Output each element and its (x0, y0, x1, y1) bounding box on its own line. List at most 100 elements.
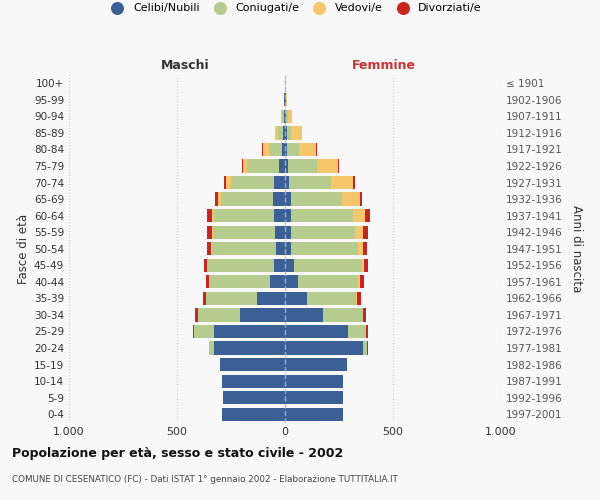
Bar (215, 192, 218, 205)
Bar (278, 160, 285, 172)
Bar (293, 258, 362, 272)
Bar (220, 358, 285, 371)
Bar (285, 292, 307, 305)
Legend: Celibi/Nubili, Coniugati/e, Vedovi/e, Divorziati/e: Celibi/Nubili, Coniugati/e, Vedovi/e, Di… (106, 3, 482, 13)
Bar (257, 292, 285, 305)
Bar (214, 209, 274, 222)
Bar (197, 308, 239, 322)
Bar (317, 160, 338, 172)
Bar (212, 226, 275, 239)
Text: Maschi: Maschi (161, 58, 210, 71)
Bar (275, 226, 285, 239)
Bar (285, 325, 347, 338)
Bar (224, 176, 226, 189)
Bar (195, 308, 197, 322)
Bar (282, 110, 284, 123)
Bar (285, 391, 343, 404)
Bar (194, 325, 214, 338)
Bar (203, 258, 207, 272)
Bar (274, 176, 285, 189)
Bar (363, 242, 367, 256)
Bar (214, 342, 285, 354)
Bar (288, 160, 317, 172)
Bar (275, 126, 278, 140)
Bar (363, 308, 367, 322)
Text: COMUNE DI CESENATICO (FC) - Dati ISTAT 1° gennaio 2002 - Elaborazione TUTTITALIA: COMUNE DI CESENATICO (FC) - Dati ISTAT 1… (12, 475, 398, 484)
Bar (285, 93, 286, 106)
Bar (285, 226, 292, 239)
Bar (242, 160, 243, 172)
Bar (231, 176, 274, 189)
Bar (281, 110, 282, 123)
Bar (285, 126, 287, 140)
Bar (298, 275, 358, 288)
Bar (207, 258, 274, 272)
Bar (357, 292, 361, 305)
Bar (359, 192, 362, 205)
Bar (299, 143, 316, 156)
Bar (347, 325, 366, 338)
Bar (285, 209, 292, 222)
Bar (338, 160, 339, 172)
Bar (285, 408, 343, 421)
Bar (285, 374, 343, 388)
Bar (212, 209, 214, 222)
Bar (316, 143, 317, 156)
Bar (274, 209, 285, 222)
Bar (286, 110, 288, 123)
Bar (287, 143, 299, 156)
Bar (285, 143, 287, 156)
Bar (353, 209, 365, 222)
Bar (203, 292, 206, 305)
Bar (247, 160, 278, 172)
Bar (239, 308, 285, 322)
Bar (285, 176, 289, 189)
Bar (285, 242, 292, 256)
Bar (282, 143, 285, 156)
Bar (285, 308, 323, 322)
Bar (283, 126, 285, 140)
Bar (284, 110, 285, 123)
Bar (285, 110, 286, 123)
Bar (285, 275, 298, 288)
Bar (291, 126, 302, 140)
Bar (353, 176, 355, 189)
Bar (292, 226, 355, 239)
Bar (342, 192, 359, 205)
Bar (286, 93, 287, 106)
Bar (285, 342, 363, 354)
Bar (358, 275, 359, 288)
Bar (289, 176, 331, 189)
Bar (209, 275, 270, 288)
Bar (365, 209, 370, 222)
Bar (288, 110, 292, 123)
Bar (209, 342, 214, 354)
Bar (278, 126, 283, 140)
Bar (363, 226, 368, 239)
Bar (223, 391, 285, 404)
Bar (292, 192, 342, 205)
Bar (223, 374, 285, 388)
Bar (355, 226, 363, 239)
Bar (287, 126, 291, 140)
Bar (214, 325, 285, 338)
Bar (269, 143, 282, 156)
Bar (292, 242, 358, 256)
Bar (273, 192, 285, 205)
Bar (262, 143, 263, 156)
Y-axis label: Fasce di età: Fasce di età (17, 214, 30, 284)
Bar (206, 292, 257, 305)
Bar (285, 192, 292, 205)
Bar (362, 258, 364, 272)
Bar (367, 325, 368, 338)
Bar (243, 160, 247, 172)
Bar (218, 192, 221, 205)
Bar (277, 242, 285, 256)
Text: Femmine: Femmine (352, 58, 416, 71)
Bar (223, 408, 285, 421)
Bar (270, 275, 285, 288)
Bar (274, 258, 285, 272)
Y-axis label: Anni di nascita: Anni di nascita (569, 205, 583, 292)
Bar (331, 176, 353, 189)
Bar (292, 209, 353, 222)
